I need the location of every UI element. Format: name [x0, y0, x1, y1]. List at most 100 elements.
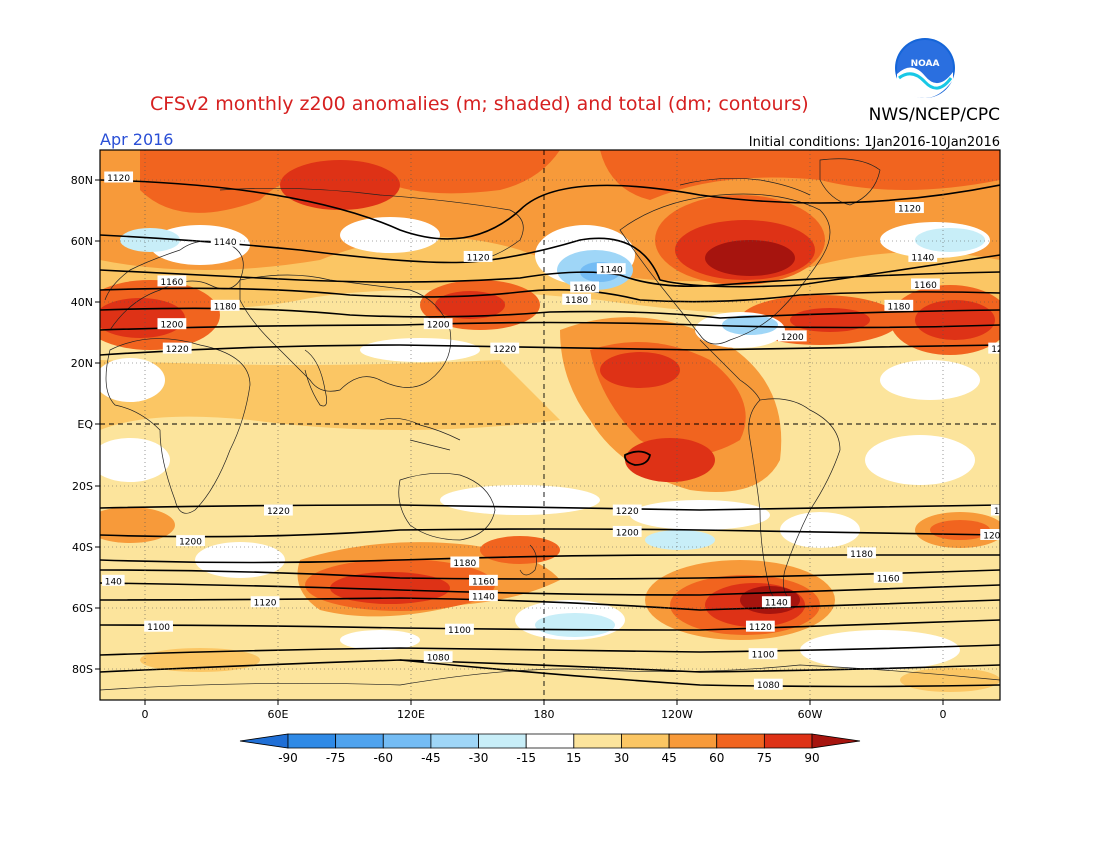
contour-label: 1120	[250, 596, 280, 609]
contour-label: 1180	[847, 547, 876, 560]
contour-label: 140	[102, 574, 125, 587]
contour-label-text: 1180	[453, 559, 476, 569]
colorbar-label: 30	[614, 751, 629, 765]
colorbar-label: 75	[757, 751, 772, 765]
lon-label: 60W	[798, 708, 823, 721]
contour-label-text: 1180	[887, 302, 910, 312]
contour-label-text: 1140	[472, 593, 495, 603]
colorbar-label: 45	[661, 751, 676, 765]
contour-label-text: 1200	[983, 532, 1006, 542]
lat-label: 40S	[72, 541, 93, 554]
contour-label-text: 1200	[616, 528, 639, 538]
contour-label: 1220	[162, 342, 192, 355]
contour-label: 1220	[612, 504, 642, 517]
contour-label: 1200	[157, 318, 187, 331]
lon-label: 0	[940, 708, 947, 721]
contour-label-text: 1220	[991, 345, 1014, 355]
colorbar-segment	[335, 733, 384, 749]
contour-label-text: 1220	[267, 507, 290, 517]
colorbar-segment	[287, 733, 337, 749]
colorbar: -90 -75 -60 -45 -30 -15 15 30 45 60 75 90	[239, 733, 861, 765]
contour-label-text: 1200	[427, 321, 450, 331]
lon-label: 180	[534, 708, 555, 721]
contour-label-text: 1120	[749, 623, 772, 633]
agency-label: NWS/NCEP/CPC	[869, 105, 1000, 125]
contour-labels: 1120 1140 1160 1180 1200 1220 1120 1140 1160 1180…	[102, 171, 1017, 691]
colorbar-label: -75	[326, 751, 346, 765]
lon-label: 120W	[661, 708, 693, 721]
colorbar-segment	[573, 733, 622, 749]
contour-label: 1180	[884, 299, 914, 312]
contour-label-text: 1160	[914, 281, 937, 291]
contour-label: 1220	[264, 504, 293, 517]
colorbar-label: 15	[566, 751, 581, 765]
contour-label-text: 1100	[752, 651, 775, 661]
colorbar-segment	[382, 733, 432, 749]
lat-label: 20S	[72, 480, 93, 493]
colorbar-label: -90	[278, 751, 298, 765]
colorbar-segment	[763, 733, 813, 749]
contour-label: 1120	[463, 250, 493, 263]
colorbar-label: -45	[421, 751, 441, 765]
noaa-logo: NOAA	[895, 38, 955, 98]
contour-label: 1220	[490, 342, 520, 355]
latitude-axis: 80N 60N 40N 20N EQ 20S 40S 60S 80S	[71, 174, 94, 676]
contour-label-text: 1160	[160, 278, 183, 288]
contour-label: 1140	[469, 590, 498, 603]
initial-conditions-label: Initial conditions: 1Jan2016-10Jan2016	[749, 135, 1000, 150]
height-contours	[100, 179, 1000, 688]
contour-label: 1180	[450, 556, 480, 569]
colorbar-segment	[239, 733, 289, 749]
contour-label: 1160	[157, 275, 187, 288]
lat-label: 60N	[71, 235, 93, 248]
lat-label: 80N	[71, 174, 93, 187]
figure-title: CFSv2 monthly z200 anomalies (m; shaded)…	[150, 93, 809, 115]
colorbar-segment	[811, 733, 861, 749]
contour-label-text: 1140	[765, 599, 788, 609]
contour-label-text: 1140	[600, 266, 623, 276]
contour-label: 1160	[873, 571, 903, 584]
map-panel: 1120 1140 1160 1180 1200 1220 1120 1140 1160 1180…	[100, 150, 1017, 700]
month-label: Apr 2016	[100, 130, 173, 149]
contour-label: 1160	[911, 278, 940, 291]
contour-label-text: 140	[105, 577, 122, 587]
colorbar-label: -60	[373, 751, 393, 765]
contour-label: 1100	[445, 623, 474, 636]
contour-label: 1200	[423, 318, 453, 331]
contour-label-text: 1200	[160, 321, 183, 331]
contour-label-text: 1200	[781, 333, 804, 343]
contour-label-text: 1100	[448, 626, 471, 636]
lon-label: 0	[142, 708, 149, 721]
contour-label: 1140	[210, 235, 240, 248]
contour-label-text: 1120	[898, 205, 921, 215]
contour-label-text: 1220	[616, 507, 639, 517]
contour-label-text: 1160	[877, 574, 900, 584]
equator-and-dateline	[100, 150, 1000, 700]
lat-label: 60S	[72, 602, 93, 615]
contour-label: 1120	[745, 620, 775, 633]
colorbar-segment	[716, 733, 765, 749]
contour-label: 1220	[990, 504, 1017, 517]
lon-label: 60E	[268, 708, 289, 721]
contour-label-text: 1120	[254, 599, 277, 609]
contour-label-text: 1180	[214, 302, 237, 312]
contour-label: 1080	[753, 678, 783, 691]
contour-label: 1160	[570, 281, 600, 294]
lat-label: EQ	[77, 418, 93, 431]
contour-label-text: 1120	[467, 253, 490, 263]
contour-label: 1120	[104, 171, 134, 184]
contour-label-text: 1080	[427, 654, 450, 664]
contour-label-text: 1220	[994, 507, 1017, 517]
map-frame	[99, 149, 1001, 701]
contour-label-text: 1140	[911, 253, 934, 263]
colorbar-segment	[668, 733, 718, 749]
lat-label: 80S	[72, 663, 93, 676]
contour-label: 1200	[777, 330, 807, 343]
contour-label: 1100	[144, 620, 173, 633]
contour-label-text: 1180	[850, 550, 873, 560]
contour-label: 1180	[562, 293, 592, 306]
colorbar-segment	[478, 733, 527, 749]
contour-label: 1200	[980, 529, 1006, 542]
contour-label-text: 1120	[107, 174, 130, 184]
colorbar-segment	[430, 733, 479, 749]
